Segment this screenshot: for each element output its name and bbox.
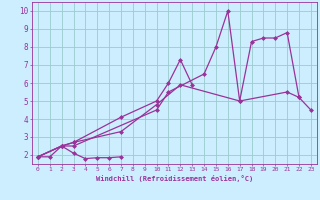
X-axis label: Windchill (Refroidissement éolien,°C): Windchill (Refroidissement éolien,°C) <box>96 175 253 182</box>
